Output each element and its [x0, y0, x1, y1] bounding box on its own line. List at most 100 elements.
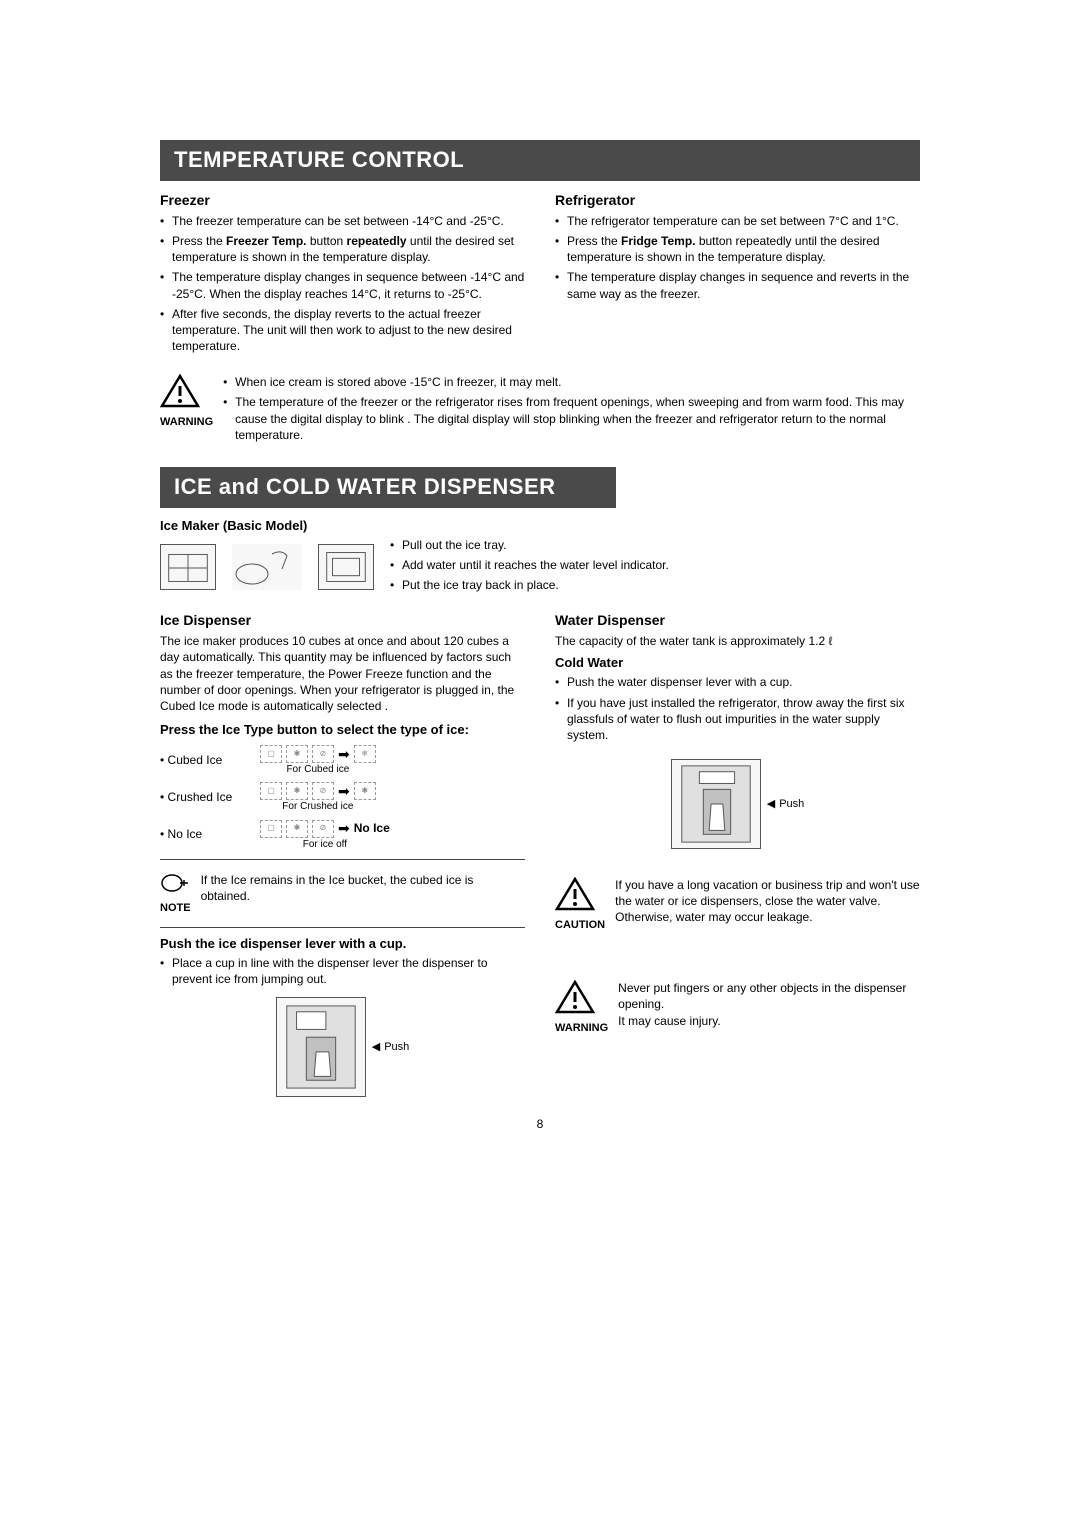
ice-note-callout: NOTE If the Ice remains in the Ice bucke… [160, 868, 525, 919]
water-caution-callout: CAUTION If you have a long vacation or b… [555, 873, 920, 936]
list-item: The temperature display changes in seque… [555, 269, 920, 301]
list-item: If you have just installed the refrigera… [555, 695, 920, 744]
push-label: Push [384, 1040, 409, 1054]
ice-tray-image-2 [232, 544, 302, 590]
ice-type-caption: For Cubed ice [260, 763, 376, 776]
push-arrow-icon: ◀ [372, 1040, 380, 1054]
ice-type-label: • No Ice [160, 827, 250, 843]
caution-label: CAUTION [555, 918, 605, 932]
warning-text: Never put fingers or any other objects i… [618, 980, 920, 1029]
off-icon: ⊘ [312, 782, 334, 800]
ice-type-row-noice: • No Ice ▢ ✱ ⊘ ➡ No Ice For ice off [160, 819, 525, 850]
list-item: When ice cream is stored above -15°C in … [223, 374, 920, 390]
note-text: If the Ice remains in the Ice bucket, th… [201, 872, 525, 904]
cubed-icon: ▢ [260, 820, 282, 838]
ice-dispenser-heading: Ice Dispenser [160, 611, 525, 629]
water-dispenser-image [671, 759, 761, 849]
ice-type-label: • Cubed Ice [160, 753, 250, 769]
note-icon-block: NOTE [160, 872, 191, 915]
caution-text: If you have a long vacation or business … [615, 877, 920, 926]
push-label-block: ◀ Push [767, 797, 805, 811]
crushed-icon: ✱ [286, 820, 308, 838]
ice-dispenser-image-block: ◀ Push [160, 997, 525, 1097]
result-icon: ✱ [354, 782, 376, 800]
warning-icon [555, 980, 595, 1014]
no-ice-result: No Ice [354, 821, 390, 837]
ice-type-caption: For ice off [260, 838, 390, 851]
warning-icon-block: WARNING [160, 374, 213, 429]
ice-type-icons: ▢ ✱ ⊘ ➡ No Ice For ice off [260, 819, 390, 850]
caution-icon-block: CAUTION [555, 877, 605, 932]
freezer-column: Freezer The freezer temperature can be s… [160, 191, 525, 359]
list-item: Pull out the ice tray. [390, 537, 920, 553]
section-title-temp-control: TEMPERATURE CONTROL [160, 140, 920, 181]
page-number: 8 [160, 1117, 920, 1133]
list-item: Press the Fridge Temp. button repeatedly… [555, 233, 920, 265]
ice-type-press-heading: Press the Ice Type button to select the … [160, 722, 525, 739]
warning-icon [160, 374, 200, 408]
dispenser-columns: Ice Dispenser The ice maker produces 10 … [160, 611, 920, 1097]
arrow-icon: ➡ [338, 819, 350, 837]
list-item: Add water until it reaches the water lev… [390, 557, 920, 573]
off-icon: ⊘ [312, 820, 334, 838]
warning-icon-block: WARNING [555, 980, 608, 1035]
cold-water-heading: Cold Water [555, 655, 920, 672]
warning-label: WARNING [160, 415, 213, 429]
water-dispenser-image-block: ◀ Push [555, 759, 920, 849]
crushed-icon: ✱ [286, 745, 308, 763]
refrigerator-list: The refrigerator temperature can be set … [555, 213, 920, 302]
divider [160, 927, 525, 928]
ice-tray-image-1 [160, 544, 216, 590]
list-item: After five seconds, the display reverts … [160, 306, 525, 355]
water-dispenser-body: The capacity of the water tank is approx… [555, 633, 920, 649]
ice-type-caption: For Crushed ice [260, 800, 376, 813]
note-label: NOTE [160, 901, 191, 915]
temp-control-columns: Freezer The freezer temperature can be s… [160, 191, 920, 359]
ice-type-label: • Crushed Ice [160, 790, 250, 806]
freezer-heading: Freezer [160, 191, 525, 209]
refrigerator-column: Refrigerator The refrigerator temperatur… [555, 191, 920, 359]
list-item: Press the Freezer Temp. button repeatedl… [160, 233, 525, 265]
ice-maker-heading: Ice Maker (Basic Model) [160, 518, 920, 535]
divider [160, 859, 525, 860]
list-item: The freezer temperature can be set betwe… [160, 213, 525, 229]
freezer-list: The freezer temperature can be set betwe… [160, 213, 525, 355]
ice-type-row-crushed: • Crushed Ice ▢ ✱ ⊘ ➡ ✱ For Crushed ice [160, 782, 525, 813]
ice-maker-row: Pull out the ice tray. Add water until i… [160, 537, 920, 598]
ice-type-block: • Cubed Ice ▢ ✱ ⊘ ➡ ❄ For Cubed ice • Cr… [160, 745, 525, 851]
ice-maker-steps: Pull out the ice tray. Add water until i… [390, 537, 920, 598]
ice-dispenser-image [276, 997, 366, 1097]
list-item: Place a cup in line with the dispenser l… [160, 955, 525, 987]
cubed-icon: ▢ [260, 782, 282, 800]
warning-list: When ice cream is stored above -15°C in … [223, 374, 920, 447]
refrigerator-heading: Refrigerator [555, 191, 920, 209]
result-icon: ❄ [354, 745, 376, 763]
arrow-icon: ➡ [338, 782, 350, 800]
section-title-ice-water: ICE and COLD WATER DISPENSER [160, 467, 616, 508]
list-item: The temperature of the freezer or the re… [223, 394, 920, 443]
list-item: Push the water dispenser lever with a cu… [555, 674, 920, 690]
push-label-block: ◀ Push [372, 1040, 410, 1054]
list-item: The refrigerator temperature can be set … [555, 213, 920, 229]
warning-icon [555, 877, 595, 911]
off-icon: ⊘ [312, 745, 334, 763]
water-dispenser-column: Water Dispenser The capacity of the wate… [555, 611, 920, 1097]
ice-dispenser-column: Ice Dispenser The ice maker produces 10 … [160, 611, 525, 1097]
note-icon [160, 872, 190, 894]
ice-dispenser-body: The ice maker produces 10 cubes at once … [160, 633, 525, 714]
ice-type-icons: ▢ ✱ ⊘ ➡ ✱ For Crushed ice [260, 782, 376, 813]
ice-type-icons: ▢ ✱ ⊘ ➡ ❄ For Cubed ice [260, 745, 376, 776]
list-item: The temperature display changes in seque… [160, 269, 525, 301]
list-item: Put the ice tray back in place. [390, 577, 920, 593]
warning-label: WARNING [555, 1021, 608, 1035]
crushed-icon: ✱ [286, 782, 308, 800]
water-warning-callout: WARNING Never put fingers or any other o… [555, 976, 920, 1039]
push-label: Push [779, 797, 804, 811]
push-lever-list: Place a cup in line with the dispenser l… [160, 955, 525, 987]
push-lever-heading: Push the ice dispenser lever with a cup. [160, 936, 525, 953]
arrow-icon: ➡ [338, 745, 350, 763]
ice-tray-image-3 [318, 544, 374, 590]
ice-type-row-cubed: • Cubed Ice ▢ ✱ ⊘ ➡ ❄ For Cubed ice [160, 745, 525, 776]
water-dispenser-heading: Water Dispenser [555, 611, 920, 629]
push-arrow-icon: ◀ [767, 797, 775, 811]
